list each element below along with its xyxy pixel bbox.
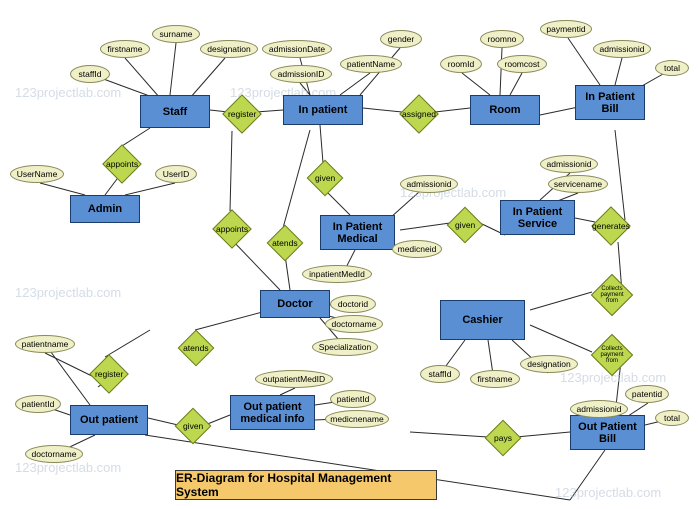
rel-appoints2: appoints (212, 209, 252, 249)
attr-admissionid1: admissionID (270, 65, 332, 83)
watermark: 123projectlab.com (15, 85, 121, 100)
diagram-title: ER-Diagram for Hospital Management Syste… (175, 470, 437, 500)
entity-outpatientmedinfo: Out patient medical info (230, 395, 315, 430)
attr-patientid2: patientId (330, 390, 376, 408)
entity-inpatientservice: In Patient Service (500, 200, 575, 235)
attr-patientid1: patientId (15, 395, 61, 413)
rel-given3: given (175, 408, 212, 445)
watermark: 123projectlab.com (15, 285, 121, 300)
rel-appoints1: appoints (102, 144, 142, 184)
attr-medicneid: medicneid (392, 240, 442, 258)
attr-doctorid: doctorid (330, 295, 376, 313)
attr-designation2: designation (520, 355, 578, 373)
attr-roomcost: roomcost (497, 55, 547, 73)
watermark: 123projectlab.com (555, 485, 661, 500)
attr-servicename: servicename (548, 175, 608, 193)
entity-outpatient: Out patient (70, 405, 148, 435)
attr-staffid2: staffId (420, 365, 460, 383)
attr-paymentid: paymentid (540, 20, 592, 38)
entity-cashier: Cashier (440, 300, 525, 340)
entity-outpatientbill: Out Patient Bill (570, 415, 645, 450)
attr-patientid3: patentid (625, 385, 669, 403)
attr-patientname2: patientname (15, 335, 75, 353)
attr-doctorname2: doctorname (25, 445, 83, 463)
rel-collects1: Collects payment from (591, 274, 633, 316)
attr-outpatientmedid: outpatientMedID (255, 370, 333, 388)
attr-username: UserName (10, 165, 64, 183)
attr-designation1: designation (200, 40, 258, 58)
attr-firstname2: firstname (470, 370, 520, 388)
attr-patientname1: patientName (340, 55, 402, 73)
attr-userid: UserID (155, 165, 197, 183)
rel-collects2: Collects payment from (591, 334, 633, 376)
attr-admissiondate: admissionDate (262, 40, 332, 58)
rel-atends2: atends (178, 330, 215, 367)
attr-surname: surname (152, 25, 200, 43)
watermark: 123projectlab.com (15, 460, 121, 475)
rel-given1: given (307, 160, 344, 197)
rel-generates: generates (591, 206, 631, 246)
attr-roomno: roomno (480, 30, 524, 48)
attr-admissionid3: admissionid (400, 175, 458, 193)
attr-firstname1: firstname (100, 40, 150, 58)
attr-inpatientmedid: inpatientMedId (302, 265, 372, 283)
rel-atends1: atends (267, 225, 304, 262)
attr-specialization: Specialization (312, 338, 378, 356)
rel-register2: register (89, 354, 129, 394)
entity-doctor: Doctor (260, 290, 330, 318)
entity-staff: Staff (140, 95, 210, 128)
attr-roomid: roomId (440, 55, 482, 73)
attr-admissionid5: admissionid (570, 400, 628, 418)
entity-inpatientbill: In Patient Bill (575, 85, 645, 120)
entity-inpatientmedical: In Patient Medical (320, 215, 395, 250)
attr-medicnename: medicnename (325, 410, 389, 428)
attr-doctorname1: doctorname (325, 315, 383, 333)
attr-total1: total (655, 60, 689, 76)
entity-inpatient: In patient (283, 95, 363, 125)
attr-admissionid2: admissionid (593, 40, 651, 58)
attr-gender: gender (380, 30, 422, 48)
rel-given2: given (447, 207, 484, 244)
attr-staffid: staffId (70, 65, 110, 83)
entity-room: Room (470, 95, 540, 125)
entity-admin: Admin (70, 195, 140, 223)
rel-assigned: assigned (399, 94, 439, 134)
attr-total2: total (655, 410, 689, 426)
rel-register1: register (222, 94, 262, 134)
er-diagram-canvas: ER-Diagram for Hospital Management Syste… (0, 0, 700, 509)
attr-admissionid4: admissionid (540, 155, 598, 173)
rel-pays: pays (485, 420, 522, 457)
